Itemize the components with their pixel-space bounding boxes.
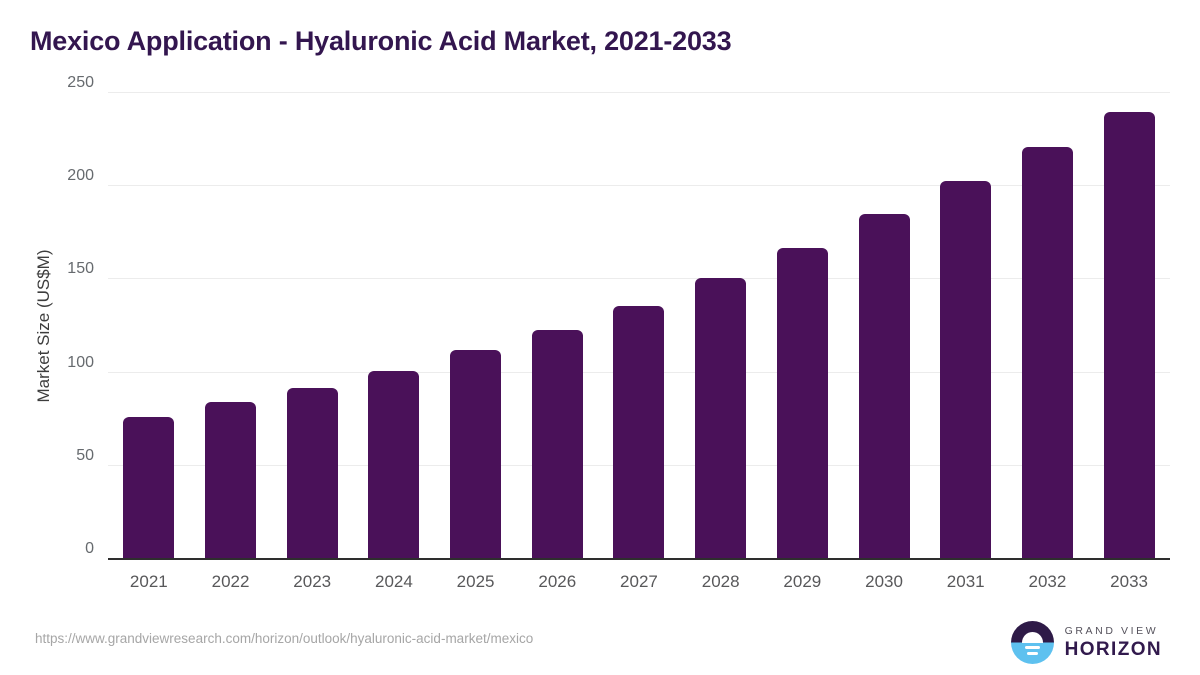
y-tick-label: 200 <box>67 167 94 185</box>
bar-group-2022: 2022 <box>190 93 272 591</box>
bar-2029 <box>776 247 828 559</box>
bar-2030 <box>858 214 910 559</box>
bar-2025 <box>450 350 502 559</box>
x-tick-label: 2031 <box>946 572 985 591</box>
logo-brand-name: GRAND VIEW <box>1064 624 1159 637</box>
bar-group-2032: 2032 <box>1007 93 1089 591</box>
x-axis-line <box>108 558 1170 560</box>
y-tick-label: 100 <box>67 353 94 371</box>
source-url: https://www.grandviewresearch.com/horizo… <box>35 631 534 646</box>
x-tick-label: 2024 <box>374 572 413 591</box>
x-tick-label: 2027 <box>620 572 658 591</box>
x-tick-label: 2032 <box>1028 572 1067 591</box>
bar-2032 <box>1021 147 1073 559</box>
bar-group-2026: 2026 <box>516 93 598 591</box>
gridline <box>108 92 1170 93</box>
x-tick-label: 2026 <box>538 572 577 591</box>
bar-group-2025: 2025 <box>435 93 517 591</box>
bar-group-2021: 2021 <box>108 93 190 591</box>
bar-2023 <box>286 387 338 559</box>
bar-2028 <box>695 277 747 559</box>
chart-title: Mexico Application - Hyaluronic Acid Mar… <box>30 26 732 56</box>
bar-group-2031: 2031 <box>925 93 1007 591</box>
logo-product-name: HORIZON <box>1064 639 1162 661</box>
gridline <box>108 278 1170 280</box>
bar-group-2030: 2030 <box>843 93 925 591</box>
bar-2033 <box>1103 111 1155 559</box>
y-tick-label: 0 <box>85 540 94 557</box>
x-tick-label: 2033 <box>1110 572 1149 591</box>
y-tick-label: 50 <box>76 446 94 464</box>
bar-group-2033: 2033 <box>1088 93 1170 591</box>
x-tick-label: 2025 <box>456 572 495 591</box>
y-tick-label: 250 <box>67 74 94 91</box>
bar-2021 <box>123 417 175 559</box>
bar-2022 <box>205 402 257 559</box>
gridline <box>108 185 1170 187</box>
x-tick-label: 2022 <box>211 572 250 591</box>
bar-2024 <box>368 370 420 559</box>
y-axis-title: Market Size (US$M) <box>34 249 53 403</box>
bar-2026 <box>531 329 583 559</box>
bar-2027 <box>613 305 665 559</box>
bar-group-2023: 2023 <box>271 93 353 591</box>
x-tick-label: 2030 <box>865 572 903 591</box>
x-tick-label: 2021 <box>129 572 168 591</box>
bar-group-2029: 2029 <box>762 93 844 591</box>
bar-group-2028: 2028 <box>680 93 762 591</box>
x-tick-label: 2028 <box>701 572 740 591</box>
x-tick-label: 2023 <box>293 572 332 591</box>
bar-group-2024: 2024 <box>353 93 435 591</box>
plot-area: 0 50 100 150 200 250 2021 2022 2023 2024 2025 2026… <box>67 74 1170 591</box>
y-tick-label: 150 <box>67 260 94 278</box>
bar-group-2027: 2027 <box>598 93 680 591</box>
brand-logo: GRAND VIEW HORIZON <box>1010 621 1162 664</box>
horizon-sun-icon <box>1010 621 1054 664</box>
bars-row: 2021 2022 2023 2024 2025 2026 2027 2028 2029 2030… <box>108 93 1170 591</box>
x-tick-label: 2029 <box>783 572 822 591</box>
bar-2031 <box>940 180 992 559</box>
